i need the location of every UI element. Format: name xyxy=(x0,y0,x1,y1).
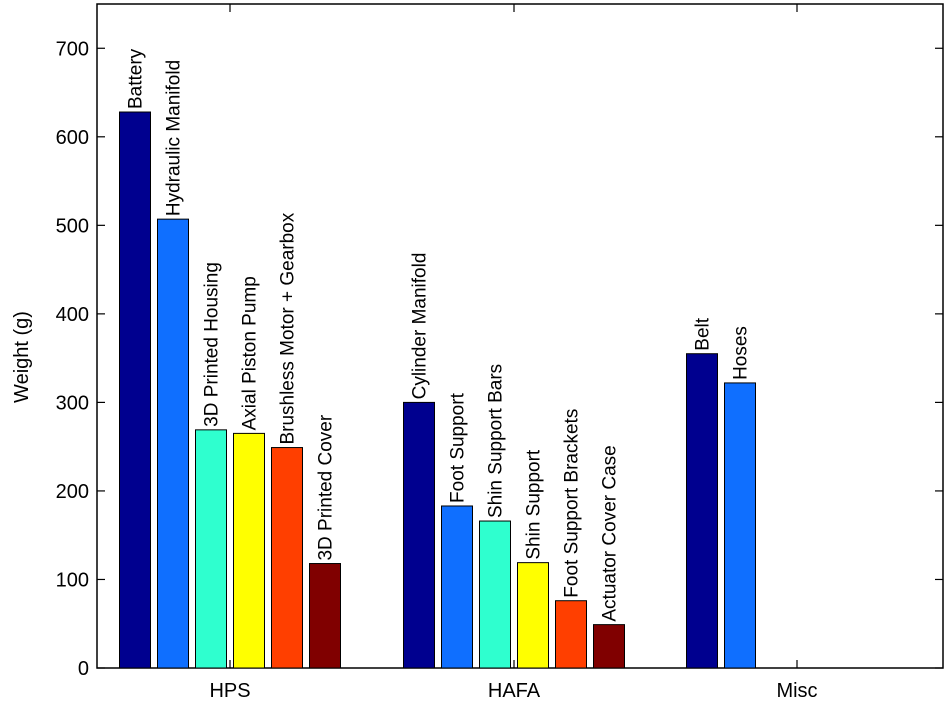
x-tick-label: HPS xyxy=(209,680,250,702)
y-tick-label: 600 xyxy=(56,127,89,149)
bar xyxy=(403,401,435,669)
bar-label: Actuator Cover Case xyxy=(600,445,621,621)
bar xyxy=(233,432,265,669)
y-tick-label: 0 xyxy=(78,658,89,680)
bar xyxy=(517,562,549,669)
bar-label: Hydraulic Manifold xyxy=(164,60,185,216)
bar-label: 3D Printed Housing xyxy=(202,262,223,427)
bar-label: Axial Piston Pump xyxy=(240,276,261,430)
bar xyxy=(195,429,227,669)
bar-label: Belt xyxy=(693,317,714,350)
bar-label: Shin Support xyxy=(524,449,545,560)
bar-label: Foot Support xyxy=(448,392,469,503)
bar xyxy=(119,111,151,669)
plot-area: 0 100 200 300 400 500 600 700 HPS Battery Hydrauli… xyxy=(56,3,944,702)
bar-label: Shin Support Bars xyxy=(486,364,507,518)
bar xyxy=(724,382,756,669)
bar xyxy=(555,600,587,669)
y-tick-label: 300 xyxy=(56,392,89,414)
y-axis-title-group: Weight (g) xyxy=(11,311,33,403)
bar xyxy=(441,505,473,669)
y-tick-label: 500 xyxy=(56,215,89,237)
bar-label: Hoses xyxy=(731,326,752,380)
bar xyxy=(686,353,718,669)
x-tick-label: Misc xyxy=(776,680,817,702)
y-tick-label: 700 xyxy=(56,38,89,60)
bar xyxy=(593,624,625,669)
bar xyxy=(309,563,341,669)
bar-label: Cylinder Manifold xyxy=(410,253,431,400)
bar-label: 3D Printed Cover xyxy=(316,414,337,560)
y-tick-label: 200 xyxy=(56,481,89,503)
bar xyxy=(479,520,511,669)
y-axis-title: Weight (g) xyxy=(11,311,33,403)
bar xyxy=(157,218,189,669)
y-tick-label: 400 xyxy=(56,304,89,326)
bar-label: Battery xyxy=(126,48,147,109)
x-tick-label: HAFA xyxy=(488,680,541,702)
y-tick-label: 100 xyxy=(56,569,89,591)
bar-label: Brushless Motor + Gearbox xyxy=(278,212,299,444)
bar xyxy=(271,447,303,669)
bar-label: Foot Support Brackets xyxy=(562,409,583,598)
